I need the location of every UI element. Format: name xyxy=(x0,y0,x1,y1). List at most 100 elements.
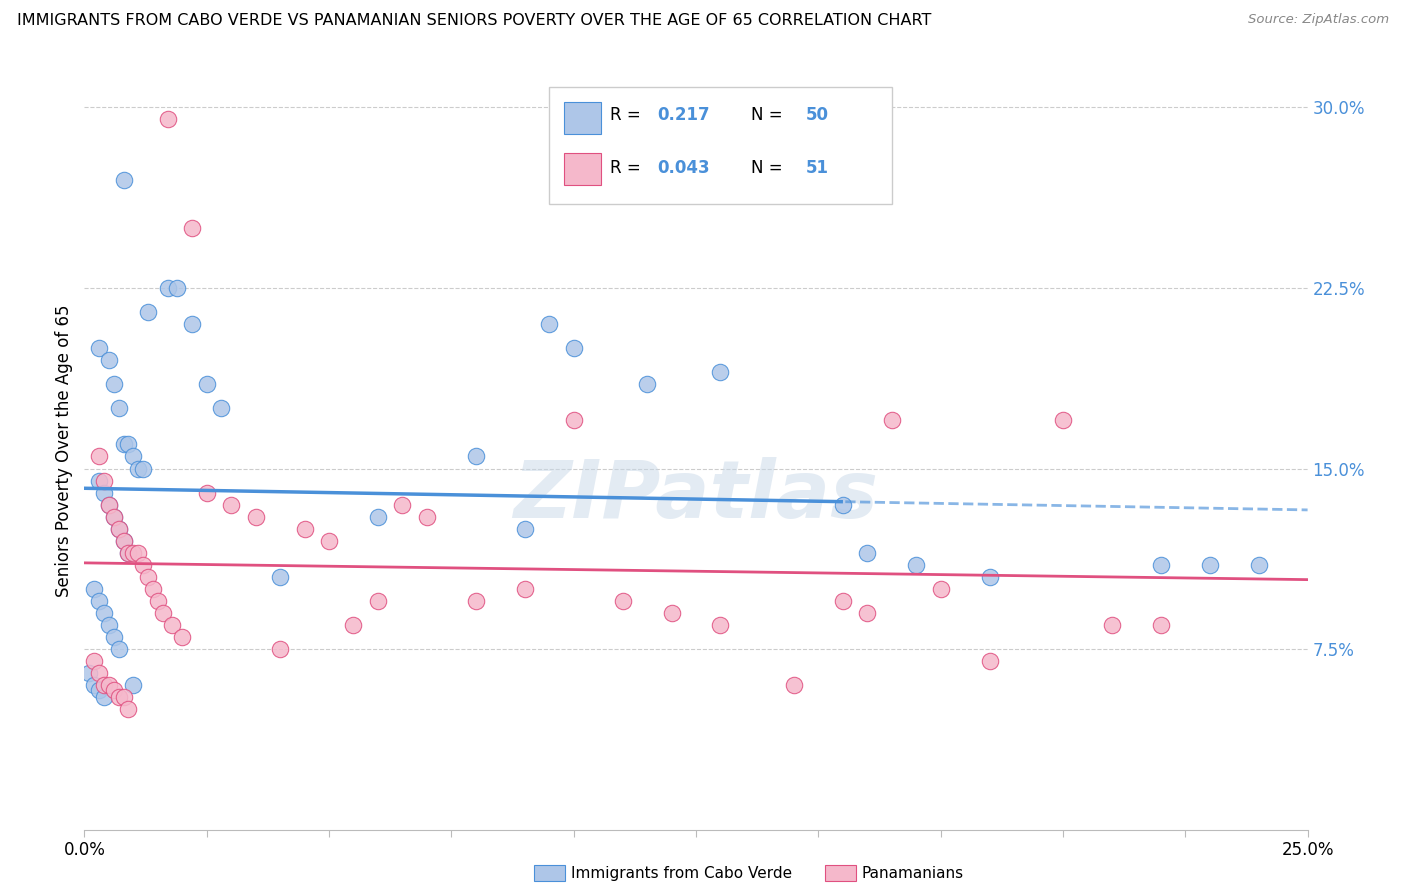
Point xyxy=(783,678,806,692)
Text: R =: R = xyxy=(610,160,647,178)
Point xyxy=(127,461,149,475)
Point xyxy=(979,654,1001,668)
Point xyxy=(117,546,139,560)
Point xyxy=(97,353,120,368)
Point xyxy=(136,570,159,584)
Point xyxy=(219,498,242,512)
Point xyxy=(513,522,536,536)
Point xyxy=(103,509,125,524)
Point xyxy=(152,606,174,620)
Point xyxy=(156,281,179,295)
Point xyxy=(103,630,125,644)
Point xyxy=(97,498,120,512)
Point xyxy=(93,678,115,692)
Point xyxy=(83,654,105,668)
Point xyxy=(905,558,928,572)
Point xyxy=(245,509,267,524)
Point xyxy=(636,377,658,392)
Text: R =: R = xyxy=(610,106,647,124)
Point xyxy=(209,401,232,416)
Text: 51: 51 xyxy=(806,160,830,178)
Text: IMMIGRANTS FROM CABO VERDE VS PANAMANIAN SENIORS POVERTY OVER THE AGE OF 65 CORR: IMMIGRANTS FROM CABO VERDE VS PANAMANIAN… xyxy=(17,13,931,29)
Point xyxy=(856,546,879,560)
Point xyxy=(831,594,853,608)
Point xyxy=(367,594,389,608)
Point xyxy=(107,522,129,536)
Point xyxy=(107,522,129,536)
Point xyxy=(709,618,731,632)
Point xyxy=(172,630,194,644)
Point xyxy=(117,437,139,451)
Point xyxy=(166,281,188,295)
Point xyxy=(464,450,486,464)
Bar xyxy=(564,153,600,186)
Point xyxy=(318,533,340,548)
Point xyxy=(195,377,218,392)
Point xyxy=(87,682,110,697)
Point xyxy=(87,594,110,608)
Point xyxy=(77,666,100,681)
Point xyxy=(93,606,115,620)
Point xyxy=(880,413,903,427)
Bar xyxy=(564,102,600,134)
Point xyxy=(391,498,413,512)
Point xyxy=(112,437,135,451)
Point xyxy=(87,666,110,681)
Point xyxy=(83,582,105,596)
Point xyxy=(97,678,120,692)
Point xyxy=(112,533,135,548)
Text: N =: N = xyxy=(751,160,787,178)
Point xyxy=(97,498,120,512)
Point xyxy=(117,546,139,560)
Point xyxy=(93,690,115,705)
Point xyxy=(562,413,585,427)
Y-axis label: Seniors Poverty Over the Age of 65: Seniors Poverty Over the Age of 65 xyxy=(55,304,73,597)
Point xyxy=(132,558,155,572)
Point xyxy=(132,461,155,475)
Text: Panamanians: Panamanians xyxy=(862,866,965,880)
Point xyxy=(122,450,145,464)
Text: N =: N = xyxy=(751,106,787,124)
Point xyxy=(1101,618,1123,632)
Point xyxy=(146,594,169,608)
Point xyxy=(112,533,135,548)
Point xyxy=(979,570,1001,584)
Point xyxy=(107,690,129,705)
Point xyxy=(97,618,120,632)
Point xyxy=(1052,413,1074,427)
Point xyxy=(513,582,536,596)
Point xyxy=(612,594,634,608)
Point xyxy=(562,341,585,355)
Point xyxy=(103,682,125,697)
Point xyxy=(83,678,105,692)
Point xyxy=(1150,618,1173,632)
Point xyxy=(93,474,115,488)
Text: Immigrants from Cabo Verde: Immigrants from Cabo Verde xyxy=(571,866,792,880)
Point xyxy=(122,678,145,692)
Point xyxy=(103,377,125,392)
Point xyxy=(181,317,204,331)
Point xyxy=(87,450,110,464)
Point xyxy=(122,546,145,560)
Point xyxy=(416,509,439,524)
Point xyxy=(156,112,179,127)
Point xyxy=(294,522,316,536)
Point xyxy=(1198,558,1220,572)
Point xyxy=(538,317,561,331)
Point xyxy=(195,485,218,500)
Point xyxy=(107,401,129,416)
Point xyxy=(464,594,486,608)
Point xyxy=(93,485,115,500)
Point xyxy=(142,582,165,596)
Point xyxy=(1247,558,1270,572)
Text: 0.043: 0.043 xyxy=(657,160,710,178)
Point xyxy=(856,606,879,620)
Text: Source: ZipAtlas.com: Source: ZipAtlas.com xyxy=(1249,13,1389,27)
Point xyxy=(162,618,184,632)
Point xyxy=(269,642,291,657)
Point xyxy=(112,172,135,186)
Point xyxy=(136,305,159,319)
Point xyxy=(87,474,110,488)
FancyBboxPatch shape xyxy=(550,87,891,204)
Point xyxy=(342,618,364,632)
